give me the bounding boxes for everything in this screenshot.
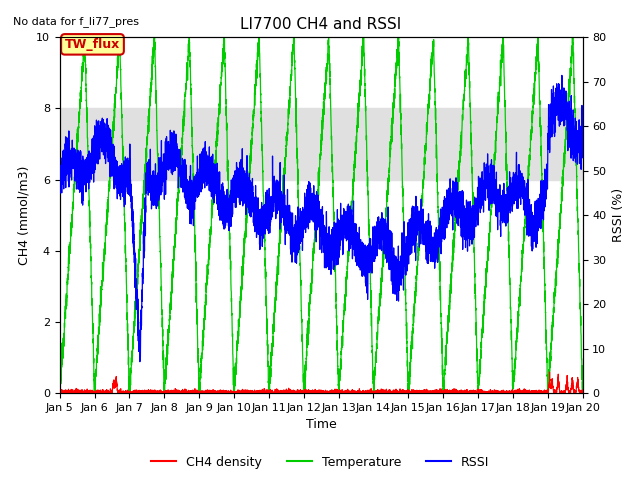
- Text: TW_flux: TW_flux: [65, 38, 120, 51]
- Legend: CH4 density, Temperature, RSSI: CH4 density, Temperature, RSSI: [146, 451, 494, 474]
- Y-axis label: RSSI (%): RSSI (%): [612, 188, 625, 242]
- Title: LI7700 CH4 and RSSI: LI7700 CH4 and RSSI: [241, 17, 402, 32]
- X-axis label: Time: Time: [306, 419, 337, 432]
- Text: No data for f_li77_pres: No data for f_li77_pres: [13, 16, 139, 27]
- Y-axis label: CH4 (mmol/m3): CH4 (mmol/m3): [17, 166, 30, 265]
- Bar: [60, 108, 582, 180]
